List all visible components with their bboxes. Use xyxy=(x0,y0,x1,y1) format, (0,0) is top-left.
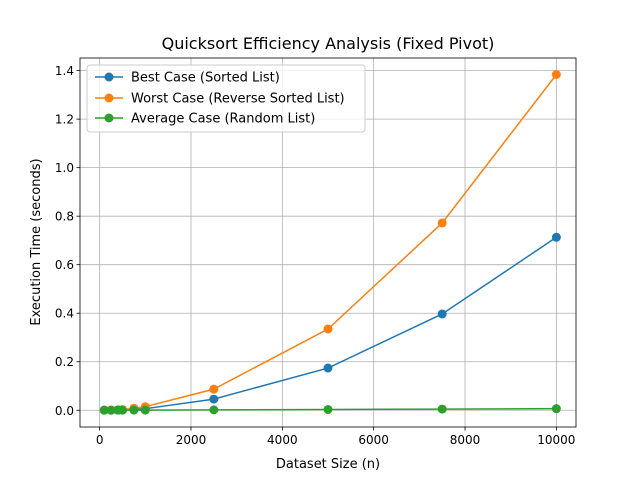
legend-label-worst-case: Worst Case (Reverse Sorted List) xyxy=(131,92,345,107)
x-tick-label: 10000 xyxy=(537,433,575,447)
data-point-average-case xyxy=(129,405,139,415)
y-axis-label: Execution Time (seconds) xyxy=(29,158,44,325)
data-point-worst-case xyxy=(551,69,561,79)
data-point-average-case xyxy=(106,405,116,415)
data-point-worst-case xyxy=(209,384,219,394)
y-tick-label: 0.6 xyxy=(55,258,74,272)
legend-marker-worst-case xyxy=(104,93,114,103)
data-point-average-case xyxy=(140,405,150,415)
legend-entry-worst-case: Worst Case (Reverse Sorted List) xyxy=(95,92,345,107)
data-point-average-case xyxy=(209,405,219,415)
legend-marker-average-case xyxy=(104,113,114,123)
legend-box xyxy=(86,64,366,133)
y-tick-label: 1.0 xyxy=(55,161,74,175)
legend-marker-best-case xyxy=(104,72,114,82)
plot-frame xyxy=(79,57,577,428)
data-point-best-case xyxy=(437,309,447,319)
legend-entry-best-case: Best Case (Sorted List) xyxy=(95,71,280,86)
y-tick-label: 1.4 xyxy=(55,64,74,78)
data-point-best-case xyxy=(551,232,561,242)
data-point-average-case xyxy=(117,405,127,415)
series-layer xyxy=(99,69,561,415)
legend-entry-average-case: Average Case (Random List) xyxy=(95,112,315,127)
y-tick-label: 1.2 xyxy=(55,113,74,127)
data-point-best-case xyxy=(323,363,333,373)
x-tick-label: 2000 xyxy=(176,433,207,447)
y-axis-ticks: 0.0 0.2 0.4 0.6 0.8 1.0 1.2 1.4 xyxy=(55,64,80,418)
x-tick-label: 6000 xyxy=(358,433,389,447)
series-average-case xyxy=(99,404,561,415)
x-tick-label: 0 xyxy=(96,433,104,447)
y-tick-label: 0.0 xyxy=(55,404,74,418)
data-point-average-case xyxy=(437,404,447,414)
legend-label-average-case: Average Case (Random List) xyxy=(131,112,315,127)
chart-title: Quicksort Efficiency Analysis (Fixed Piv… xyxy=(162,34,495,53)
x-tick-label: 8000 xyxy=(450,433,481,447)
y-tick-label: 0.4 xyxy=(55,307,74,321)
data-point-worst-case xyxy=(323,324,333,334)
data-point-best-case xyxy=(209,394,219,404)
y-tick-label: 0.8 xyxy=(55,210,74,224)
legend-label-best-case: Best Case (Sorted List) xyxy=(131,71,280,86)
data-point-average-case xyxy=(551,404,561,414)
data-point-worst-case xyxy=(437,218,447,228)
x-axis-label: Dataset Size (n) xyxy=(276,457,380,472)
x-tick-label: 4000 xyxy=(267,433,298,447)
legend: Best Case (Sorted List) Worst Case (Reve… xyxy=(86,64,366,133)
data-point-average-case xyxy=(323,405,333,415)
y-tick-label: 0.2 xyxy=(55,355,74,369)
data-point-average-case xyxy=(99,405,109,415)
x-axis-ticks: 0 2000 4000 6000 8000 10000 xyxy=(96,427,575,447)
